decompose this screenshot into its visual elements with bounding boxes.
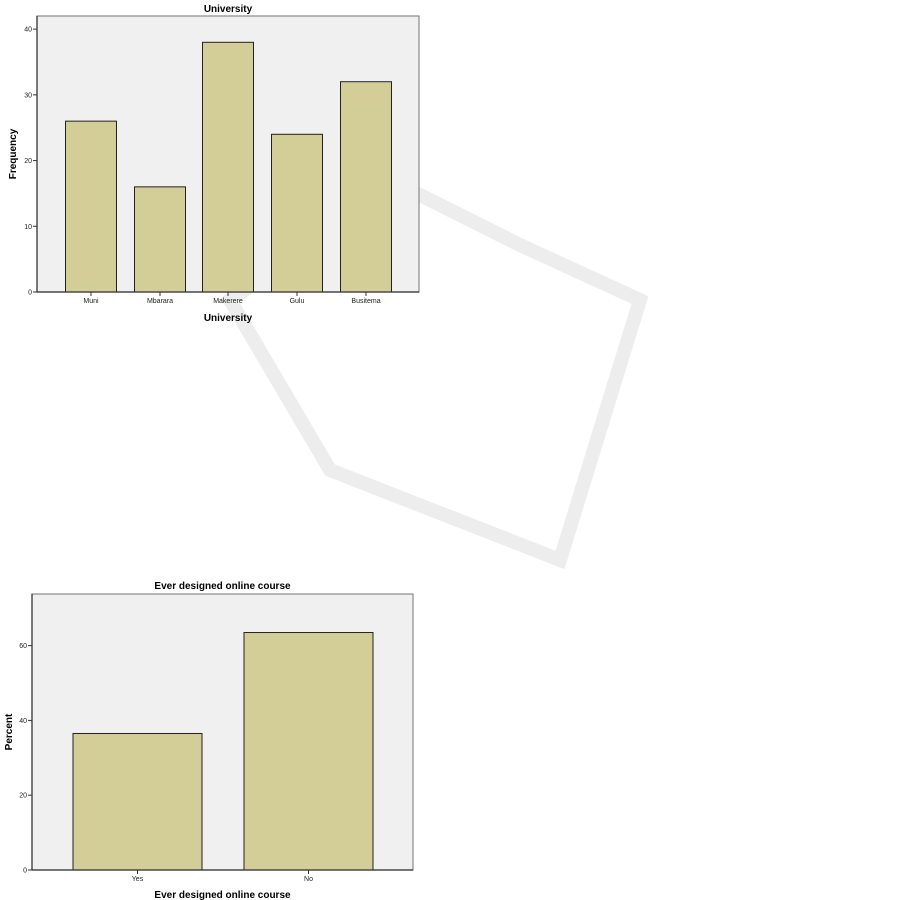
y-tick-label: 60: [19, 643, 27, 650]
y-tick-label: 40: [19, 718, 27, 725]
bar-muni: [65, 120, 117, 293]
y-axis-label: Percent: [4, 713, 15, 750]
x-tick-label: Muni: [83, 298, 99, 305]
bar-mbarara: [134, 186, 186, 293]
bar-gulu: [271, 133, 323, 293]
bar-makerere: [202, 41, 254, 293]
x-tick-label: Makerere: [213, 298, 243, 305]
bar-yes: [72, 732, 203, 871]
chart-title: University: [204, 4, 253, 15]
bar-no: [243, 632, 374, 871]
y-tick-label: 40: [24, 27, 32, 34]
bar-busitema: [340, 81, 392, 293]
x-axis-label: University: [204, 313, 253, 324]
y-tick-label: 0: [23, 868, 27, 875]
chart-title: Ever designed online course: [154, 581, 291, 592]
y-tick-label: 20: [19, 793, 27, 800]
x-tick-label: Yes: [132, 876, 144, 883]
x-tick-label: Busitema: [351, 298, 380, 305]
x-tick-label: No: [304, 876, 313, 883]
x-axis-label: Ever designed online course: [154, 890, 291, 900]
x-tick-label: Gulu: [290, 298, 305, 305]
y-tick-label: 0: [28, 290, 32, 297]
x-tick-label: Mbarara: [147, 298, 173, 305]
y-tick-label: 20: [24, 158, 32, 165]
y-tick-label: 10: [24, 224, 32, 231]
y-axis-label: Frequency: [8, 128, 19, 179]
y-tick-label: 30: [24, 92, 32, 99]
